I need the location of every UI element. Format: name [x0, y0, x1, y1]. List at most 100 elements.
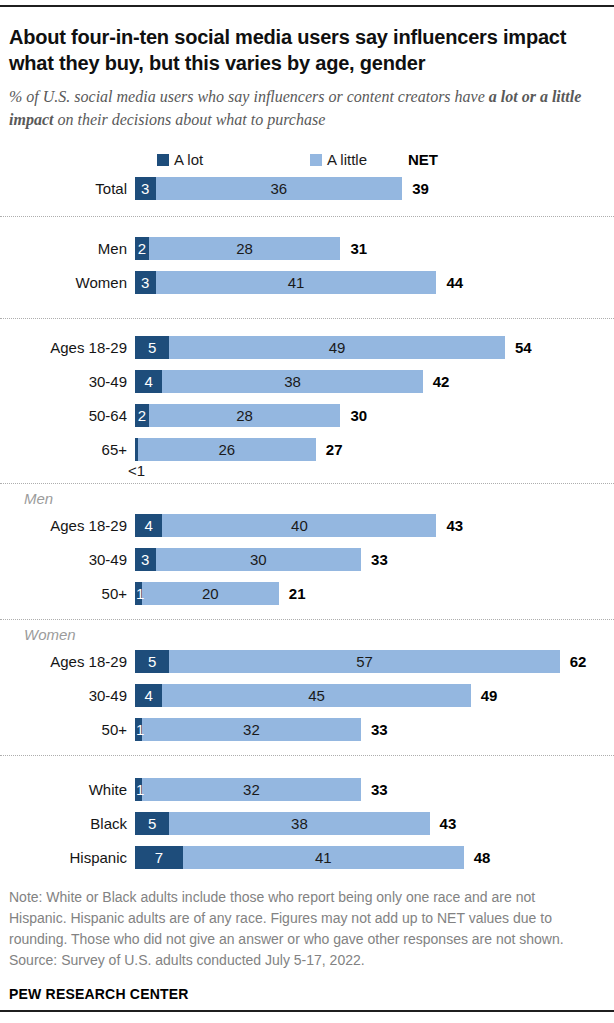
row-label: 50+ — [0, 721, 135, 738]
bar-segment-a-lot: 7 — [135, 846, 183, 869]
bar-segment-a-little: 40 — [162, 514, 436, 537]
row-label: 30-49 — [0, 687, 135, 704]
net-value: 33 — [371, 551, 388, 568]
bar-row: White32133 — [0, 778, 614, 801]
bar-group: Ages 18-295495430-494384250-642283065+26… — [0, 319, 614, 483]
bar-value-a-lot: 1 — [136, 582, 144, 605]
bar-value-a-lot: 2 — [138, 407, 146, 424]
bar-row: 30-4943842 — [0, 370, 614, 393]
stacked-bar: 3 30 33 — [135, 548, 388, 571]
bar-value-a-little: 32 — [243, 721, 260, 738]
stacked-bar-chart: Total33639Men22831Women34144Ages 18-2954… — [0, 168, 614, 869]
net-value: 21 — [289, 585, 306, 602]
legend: A lot A little NET — [0, 152, 614, 168]
bar-row: 65+26<127 — [0, 438, 614, 461]
net-value: 42 — [433, 373, 450, 390]
bar-value-a-little: 41 — [315, 849, 332, 866]
bar-value-a-little: 30 — [250, 551, 267, 568]
brand: PEW RESEARCH CENTER — [9, 986, 604, 1002]
bar-row: Hispanic74148 — [0, 846, 614, 869]
stacked-bar: 32133 — [135, 778, 388, 801]
bar-row: Ages 18-2944043 — [0, 514, 614, 537]
bar-segment-a-little: 49 — [169, 336, 505, 359]
bar-value-a-little: 28 — [236, 240, 253, 257]
stacked-bar: 26<127 — [135, 438, 343, 461]
bar-segment-a-little: 30 — [156, 548, 362, 571]
bar-value-a-lot: 5 — [148, 815, 156, 832]
net-value: 48 — [474, 849, 491, 866]
net-value: 27 — [326, 441, 343, 458]
bar-segment-a-lot: 2 — [135, 404, 149, 427]
chart-note: Note: White or Black adults include thos… — [9, 887, 595, 950]
row-label: 65+ — [0, 441, 135, 458]
stacked-bar: 55762 — [135, 650, 586, 673]
bar-value-a-little: 36 — [271, 180, 288, 197]
net-value: 43 — [440, 815, 457, 832]
top-rule — [0, 5, 614, 7]
row-label: White — [0, 781, 135, 798]
stacked-bar: 7 41 48 — [135, 846, 490, 869]
row-label: Ages 18-29 — [0, 653, 135, 670]
row-label: Ages 18-29 — [0, 339, 135, 356]
net-value: 31 — [350, 240, 367, 257]
bar-segment-a-little: 38 — [162, 370, 422, 393]
bar-segment-a-lot: 4 — [135, 684, 162, 707]
row-label: Women — [0, 274, 135, 291]
bar-segment-a-little: 20 — [142, 582, 279, 605]
bottom-rule — [0, 1010, 614, 1012]
bar-value-a-lot: 5 — [148, 339, 156, 356]
page-title: About four-in-ten social media users say… — [9, 24, 601, 77]
net-value: 62 — [570, 653, 587, 670]
net-value: 30 — [350, 407, 367, 424]
bar-segment-a-lot: 3 — [135, 548, 156, 571]
net-value: 43 — [446, 517, 463, 534]
section-label: Men — [24, 490, 614, 507]
bar-value-a-little: 38 — [284, 373, 301, 390]
stacked-bar: 201 21 — [135, 582, 306, 605]
bar-row: Women34144 — [0, 271, 614, 294]
bar-segment-a-lot: 3 — [135, 271, 156, 294]
bar-row: 50-6422830 — [0, 404, 614, 427]
stacked-bar: 32133 — [135, 718, 388, 741]
subtitle-text: % of U.S. social media users who say inf… — [9, 88, 489, 105]
bar-row: 30-4944549 — [0, 684, 614, 707]
bar-value-a-lot: 5 — [148, 653, 156, 670]
net-value: 39 — [412, 180, 429, 197]
bar-value-a-lot: 4 — [145, 373, 153, 390]
bar-segment-a-lot: 4 — [135, 370, 162, 393]
bar-segment-a-lot: 5 — [135, 650, 169, 673]
stacked-bar: 53843 — [135, 812, 456, 835]
row-label: Black — [0, 815, 135, 832]
stacked-bar: 22831 — [135, 237, 367, 260]
bar-group: Men22831Women34144 — [0, 217, 614, 318]
bar-value-a-little: 32 — [243, 781, 260, 798]
stacked-bar: 5 49 54 — [135, 336, 532, 359]
bar-value-a-little: 26 — [218, 441, 235, 458]
bar-value-a-little: 28 — [236, 407, 253, 424]
bar-value-a-lot: 3 — [141, 180, 149, 197]
bar-segment-a-lot: 5 — [135, 812, 169, 835]
bar-value-a-little: 45 — [308, 687, 325, 704]
bar-row: Total 3 36 39 — [0, 177, 614, 200]
stacked-bar: 44549 — [135, 684, 497, 707]
bar-value-a-lot: 4 — [145, 687, 153, 704]
net-value: 54 — [515, 339, 532, 356]
section-label: Women — [24, 626, 614, 643]
legend-swatch-a-little — [310, 154, 322, 166]
stacked-bar: 4 38 42 — [135, 370, 449, 393]
stacked-bar: 34144 — [135, 271, 463, 294]
legend-item-a-little: A little — [310, 152, 367, 168]
bar-row: Black53843 — [0, 812, 614, 835]
row-label: Total — [0, 180, 135, 197]
bar-value-a-lot: <1 — [128, 462, 145, 479]
bar-group: White32133Black53843Hispanic74148 — [0, 756, 614, 869]
bar-segment-a-little: 26 — [138, 438, 316, 461]
legend-label-a-lot: A lot — [174, 152, 203, 168]
bar-row: 50+32133 — [0, 718, 614, 741]
bar-group: WomenAges 18-295576230-494454950+32133 — [0, 620, 614, 755]
bar-value-a-lot: 3 — [141, 274, 149, 291]
legend-net-header: NET — [408, 152, 438, 168]
bar-segment-a-little: 32 — [142, 778, 361, 801]
bar-value-a-lot: 4 — [145, 517, 153, 534]
chart-subtitle: % of U.S. social media users who say inf… — [9, 86, 587, 131]
